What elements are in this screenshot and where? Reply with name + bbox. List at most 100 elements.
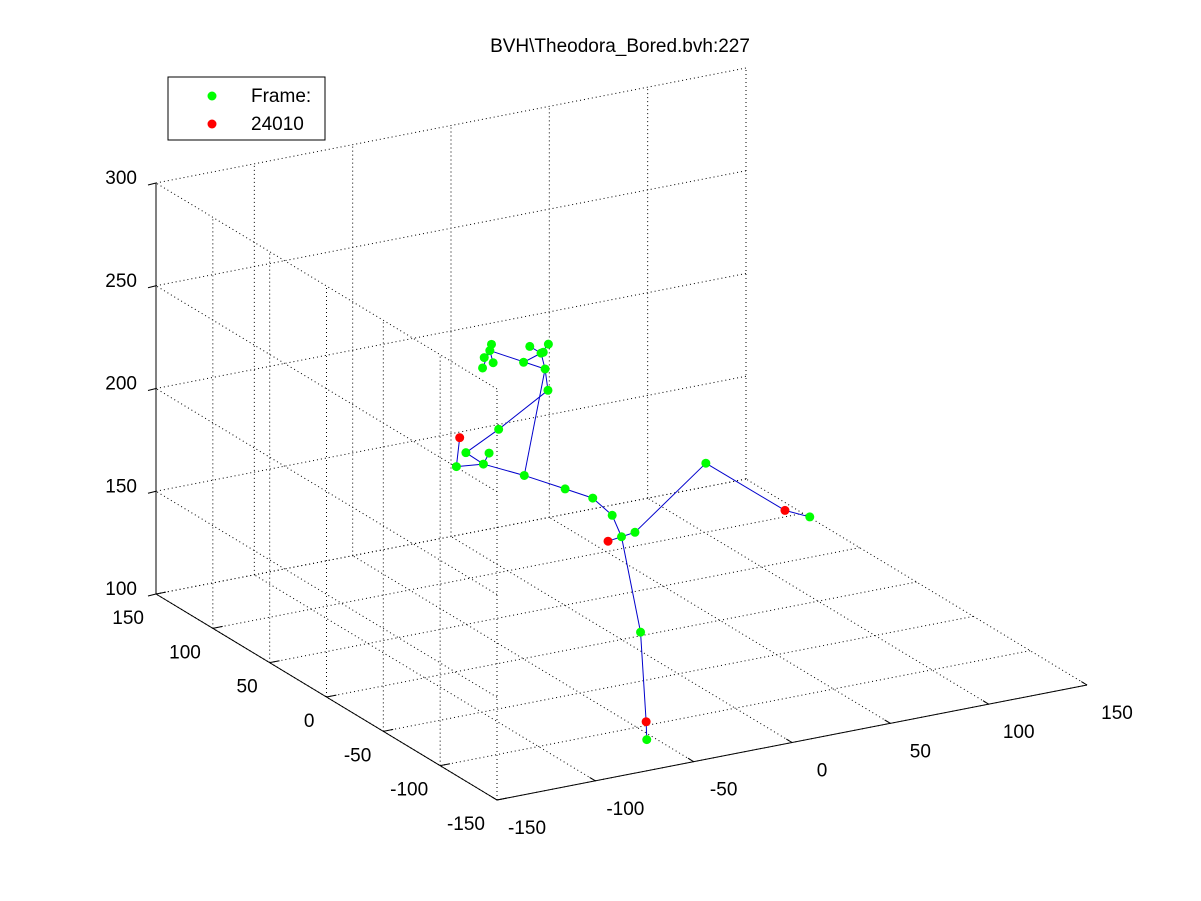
chart-title: BVH\Theodora_Bored.bvh:227 [490, 36, 750, 57]
grid-line-side-z [155, 388, 498, 595]
joint-marker [486, 339, 496, 349]
grid-line-floor-y [440, 650, 1031, 767]
grid-line-back-z [155, 170, 747, 287]
joint-marker [636, 627, 646, 637]
z-tick-mark [147, 490, 157, 494]
skeleton-joints [451, 339, 815, 745]
joint-marker [451, 462, 461, 472]
y-tick-label: -150 [447, 814, 485, 835]
x-tick-label: -100 [606, 799, 644, 820]
joint-marker [630, 527, 640, 537]
skeleton-bone [640, 632, 647, 722]
joint-marker [607, 510, 617, 520]
joint-marker [543, 339, 553, 349]
skeleton-bone [489, 350, 546, 370]
grid-line-floor-y [383, 615, 974, 732]
joint-marker [701, 458, 711, 468]
x-tick-mark [589, 776, 596, 782]
y-tick-mark [269, 660, 280, 664]
x-tick-mark [1081, 681, 1088, 686]
x-tick-label: 0 [817, 761, 828, 782]
axis-layer [147, 182, 1088, 801]
endpoint-marker [455, 433, 465, 443]
joint-marker [617, 532, 626, 542]
y-tick-mark [383, 728, 394, 732]
skeleton-bone [523, 368, 546, 476]
joint-marker [538, 347, 548, 357]
grid-line-back-z [155, 273, 747, 389]
z-tick-label: 250 [105, 271, 137, 292]
joint-marker [461, 448, 471, 458]
x-tick-label: 150 [1101, 703, 1133, 724]
grid-line-side-z [155, 490, 498, 698]
joint-marker [805, 512, 815, 522]
joint-marker [519, 357, 529, 367]
grid-line-floor-y [326, 581, 917, 698]
joint-marker [484, 448, 494, 458]
legend-label-frame: Frame: [251, 86, 311, 107]
joint-marker [642, 735, 652, 745]
x-tick-label: 50 [910, 741, 931, 762]
grid-layer [155, 67, 1088, 801]
y-tick-mark [440, 763, 451, 767]
joint-marker [588, 493, 598, 503]
y-tick-label: 100 [169, 642, 201, 663]
grid-line-back-z [155, 375, 747, 492]
skeleton-bone [524, 474, 566, 490]
y-tick-mark [212, 625, 223, 629]
z-tick-mark [147, 388, 157, 391]
grid-line-side-z [155, 182, 498, 390]
skeleton-bone [465, 428, 499, 454]
joint-marker [494, 424, 504, 434]
grid-line-floor-x [745, 478, 1088, 686]
joint-marker [540, 364, 550, 374]
z-tick-label: 100 [105, 579, 137, 600]
x-tick-mark [491, 796, 498, 801]
endpoint-marker [641, 717, 651, 727]
z-tick-mark [147, 285, 157, 289]
joint-marker [560, 484, 570, 494]
grid-line-back-z [155, 478, 747, 595]
endpoint-marker [780, 505, 790, 515]
grid-line-floor-y [212, 512, 803, 629]
skeleton-bone [705, 462, 786, 511]
skeleton-bone [564, 488, 593, 499]
y-tick-label: 50 [237, 677, 258, 698]
skeleton-bone [483, 463, 525, 476]
grid-line-floor-y [269, 547, 860, 664]
x-tick-mark [786, 738, 793, 743]
x-tick-mark [687, 757, 694, 763]
x-tick-label: -150 [508, 818, 546, 839]
y-tick-label: -50 [344, 745, 371, 766]
skeleton-bone [621, 536, 642, 633]
x-tick-label: -50 [710, 780, 737, 801]
skeleton-bone [456, 463, 484, 468]
legend-marker-frame [207, 91, 217, 101]
y-tick-mark [496, 797, 507, 801]
y-tick-label: 150 [112, 608, 144, 629]
joint-marker [478, 363, 488, 373]
skeleton-bone [634, 462, 707, 533]
legend: Frame: 24010 [167, 76, 326, 141]
skeleton-bones [455, 343, 810, 740]
x-tick-mark [884, 719, 891, 724]
skeleton-bone [498, 389, 549, 430]
joint-marker [479, 353, 489, 363]
y-tick-mark [155, 591, 166, 595]
skeleton-bone [455, 437, 461, 467]
tick-labels: -150 -100 -50 0 50 100 150 -150 -100 -50 0 50 100 150… [105, 168, 1133, 839]
y-tick-label: 0 [304, 711, 315, 732]
legend-label-number: 24010 [251, 114, 304, 135]
joint-marker [543, 385, 553, 395]
x-tick-label: 100 [1003, 722, 1035, 743]
y-tick-mark [326, 694, 337, 698]
legend-marker-number [207, 119, 217, 129]
joint-marker [525, 341, 535, 351]
y-tick-label: -100 [390, 780, 428, 801]
endpoint-marker [603, 536, 613, 546]
x-tick-mark [982, 700, 989, 705]
grid-line-back-z [155, 67, 747, 184]
z-tick-label: 200 [105, 374, 137, 395]
joint-marker [519, 470, 529, 480]
